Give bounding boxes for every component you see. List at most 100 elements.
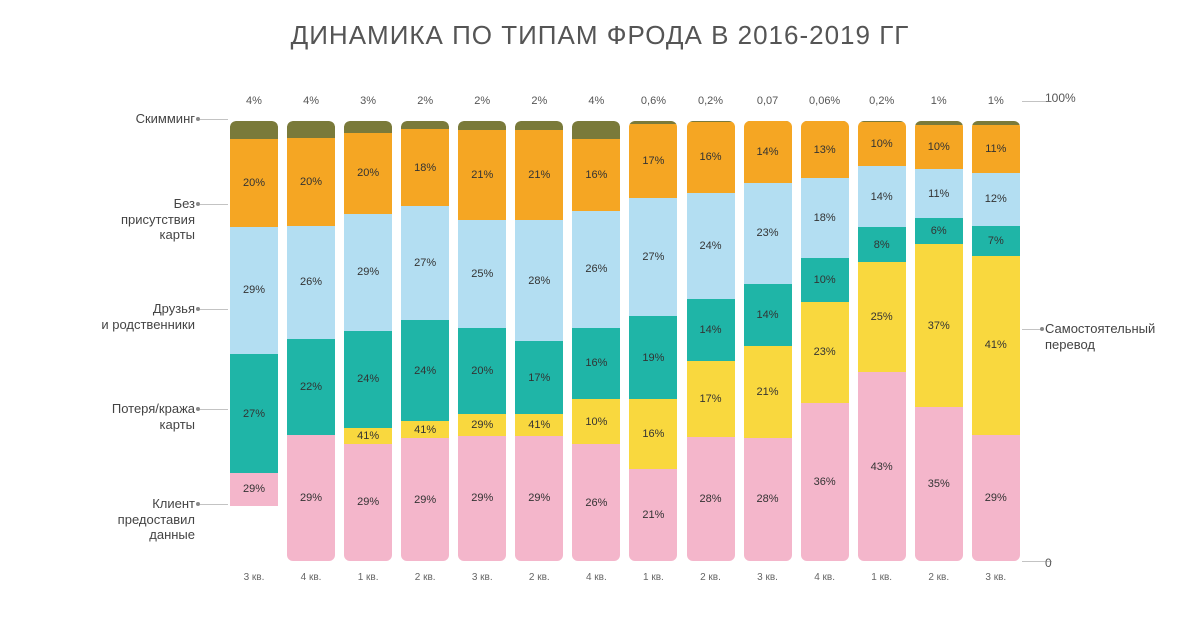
bar-column: 4%16%26%16%10%26%4 кв. xyxy=(572,121,620,561)
bar-top-percent: 0,06% xyxy=(809,95,840,107)
seg-client: 26% xyxy=(572,444,620,561)
seg-friends: 11% xyxy=(915,169,963,217)
seg-self: 10% xyxy=(572,399,620,444)
seg-friends: 29% xyxy=(344,214,392,331)
seg-self: 17% xyxy=(687,361,735,436)
chart-title: ДИНАМИКА ПО ТИПАМ ФРОДА В 2016-2019 ГГ xyxy=(40,20,1160,51)
bar-top-percent: 2% xyxy=(531,95,547,107)
seg-client: 29% xyxy=(972,435,1020,561)
seg-client: 28% xyxy=(687,437,735,561)
seg-client: 36% xyxy=(801,403,849,561)
seg-cnp: 13% xyxy=(801,121,849,178)
x-axis-label: 1 кв. xyxy=(871,572,892,583)
bar-column: 2%21%25%20%29%29%3 кв. xyxy=(458,121,506,561)
seg-self: 41% xyxy=(515,414,563,436)
seg-friends: 26% xyxy=(572,211,620,328)
bar-top-percent: 2% xyxy=(417,95,433,107)
bar-column: 0,6%17%27%19%16%21%1 кв. xyxy=(629,121,677,561)
seg-friends: 28% xyxy=(515,220,563,341)
bar-column: 1%10%11%6%37%35%2 кв. xyxy=(915,121,963,561)
seg-cnp: 18% xyxy=(401,129,449,205)
x-axis-label: 3 кв. xyxy=(985,572,1006,583)
x-axis-label: 2 кв. xyxy=(529,572,550,583)
seg-cnp: 17% xyxy=(629,124,677,198)
x-axis-label: 2 кв. xyxy=(928,572,949,583)
right-label-self-transfer: Самостоятельныйперевод xyxy=(1045,321,1155,352)
seg-friends: 25% xyxy=(458,220,506,328)
bar-column: 0,06%13%18%10%23%36%4 кв. xyxy=(801,121,849,561)
seg-skimming xyxy=(401,121,449,129)
bar-top-percent: 0,07 xyxy=(757,95,778,107)
left-label-skimming: Скимминг xyxy=(136,111,195,127)
seg-client: 29% xyxy=(458,436,506,561)
seg-friends: 14% xyxy=(858,166,906,227)
seg-friends: 23% xyxy=(744,183,792,284)
bar-column: 0,2%10%14%8%25%43%1 кв. xyxy=(858,121,906,561)
seg-cnp: 10% xyxy=(915,125,963,169)
seg-loss: 7% xyxy=(972,226,1020,256)
y-axis-0: 0 xyxy=(1045,556,1052,570)
bar-top-percent: 1% xyxy=(931,95,947,107)
seg-client: 29% xyxy=(287,435,335,561)
x-axis-label: 3 кв. xyxy=(244,572,265,583)
x-axis-label: 3 кв. xyxy=(472,572,493,583)
seg-skimming xyxy=(572,121,620,139)
seg-friends: 27% xyxy=(629,198,677,316)
seg-cnp: 16% xyxy=(687,122,735,193)
left-label-client: Клиентпредоставилданные xyxy=(118,496,195,543)
seg-self: 21% xyxy=(744,346,792,438)
seg-friends: 24% xyxy=(687,193,735,299)
seg-friends: 29% xyxy=(230,227,278,355)
seg-friends: 12% xyxy=(972,173,1020,225)
chart-area: СкиммингБезприсутствиякартыДрузьяи родст… xyxy=(40,61,1160,601)
y-axis-100: 100% xyxy=(1045,91,1076,105)
seg-self: 23% xyxy=(801,302,849,403)
seg-loss: 6% xyxy=(915,218,963,244)
bar-column: 0,0714%23%14%21%28%3 кв. xyxy=(744,121,792,561)
x-axis-label: 4 кв. xyxy=(586,572,607,583)
bar-column: 2%21%28%17%41%29%2 кв. xyxy=(515,121,563,561)
seg-loss: 8% xyxy=(858,227,906,262)
seg-loss: 10% xyxy=(801,258,849,302)
bar-column: 4%20%26%22%29%4 кв. xyxy=(287,121,335,561)
seg-client: 29% xyxy=(230,473,278,506)
bars-region: 4%20%29%27%29%3 кв.4%20%26%22%29%4 кв.3%… xyxy=(230,101,1020,561)
left-label-loss: Потеря/кражакарты xyxy=(112,401,195,432)
seg-self: 16% xyxy=(629,399,677,469)
seg-skimming xyxy=(515,121,563,130)
x-axis-label: 1 кв. xyxy=(643,572,664,583)
bar-top-percent: 1% xyxy=(988,95,1004,107)
bar-top-percent: 0,6% xyxy=(641,95,666,107)
left-label-friends: Друзьяи родственники xyxy=(101,301,195,332)
seg-cnp: 10% xyxy=(858,122,906,166)
seg-friends: 18% xyxy=(801,178,849,257)
seg-self: 41% xyxy=(344,428,392,444)
bar-column: 4%20%29%27%29%3 кв. xyxy=(230,121,278,561)
seg-cnp: 20% xyxy=(344,133,392,214)
bar-column: 1%11%12%7%41%29%3 кв. xyxy=(972,121,1020,561)
seg-cnp: 21% xyxy=(515,130,563,221)
x-axis-label: 2 кв. xyxy=(415,572,436,583)
bar-top-percent: 4% xyxy=(303,95,319,107)
left-labels: СкиммингБезприсутствиякартыДрузьяи родст… xyxy=(40,101,195,561)
seg-client: 28% xyxy=(744,438,792,561)
seg-client: 29% xyxy=(515,436,563,561)
bar-top-percent: 2% xyxy=(474,95,490,107)
seg-loss: 16% xyxy=(572,328,620,400)
seg-skimming xyxy=(344,121,392,133)
seg-cnp: 21% xyxy=(458,130,506,221)
seg-client: 21% xyxy=(629,469,677,561)
bar-top-percent: 3% xyxy=(360,95,376,107)
seg-cnp: 11% xyxy=(972,125,1020,173)
seg-cnp: 16% xyxy=(572,139,620,211)
seg-loss: 20% xyxy=(458,328,506,414)
seg-skimming xyxy=(230,121,278,139)
bar-column: 2%18%27%24%41%29%2 кв. xyxy=(401,121,449,561)
x-axis-label: 2 кв. xyxy=(700,572,721,583)
x-axis-label: 3 кв. xyxy=(757,572,778,583)
seg-loss: 17% xyxy=(515,341,563,414)
seg-cnp: 20% xyxy=(230,139,278,227)
bar-top-percent: 4% xyxy=(246,95,262,107)
seg-loss: 24% xyxy=(401,320,449,422)
bar-column: 3%20%29%24%41%29%1 кв. xyxy=(344,121,392,561)
